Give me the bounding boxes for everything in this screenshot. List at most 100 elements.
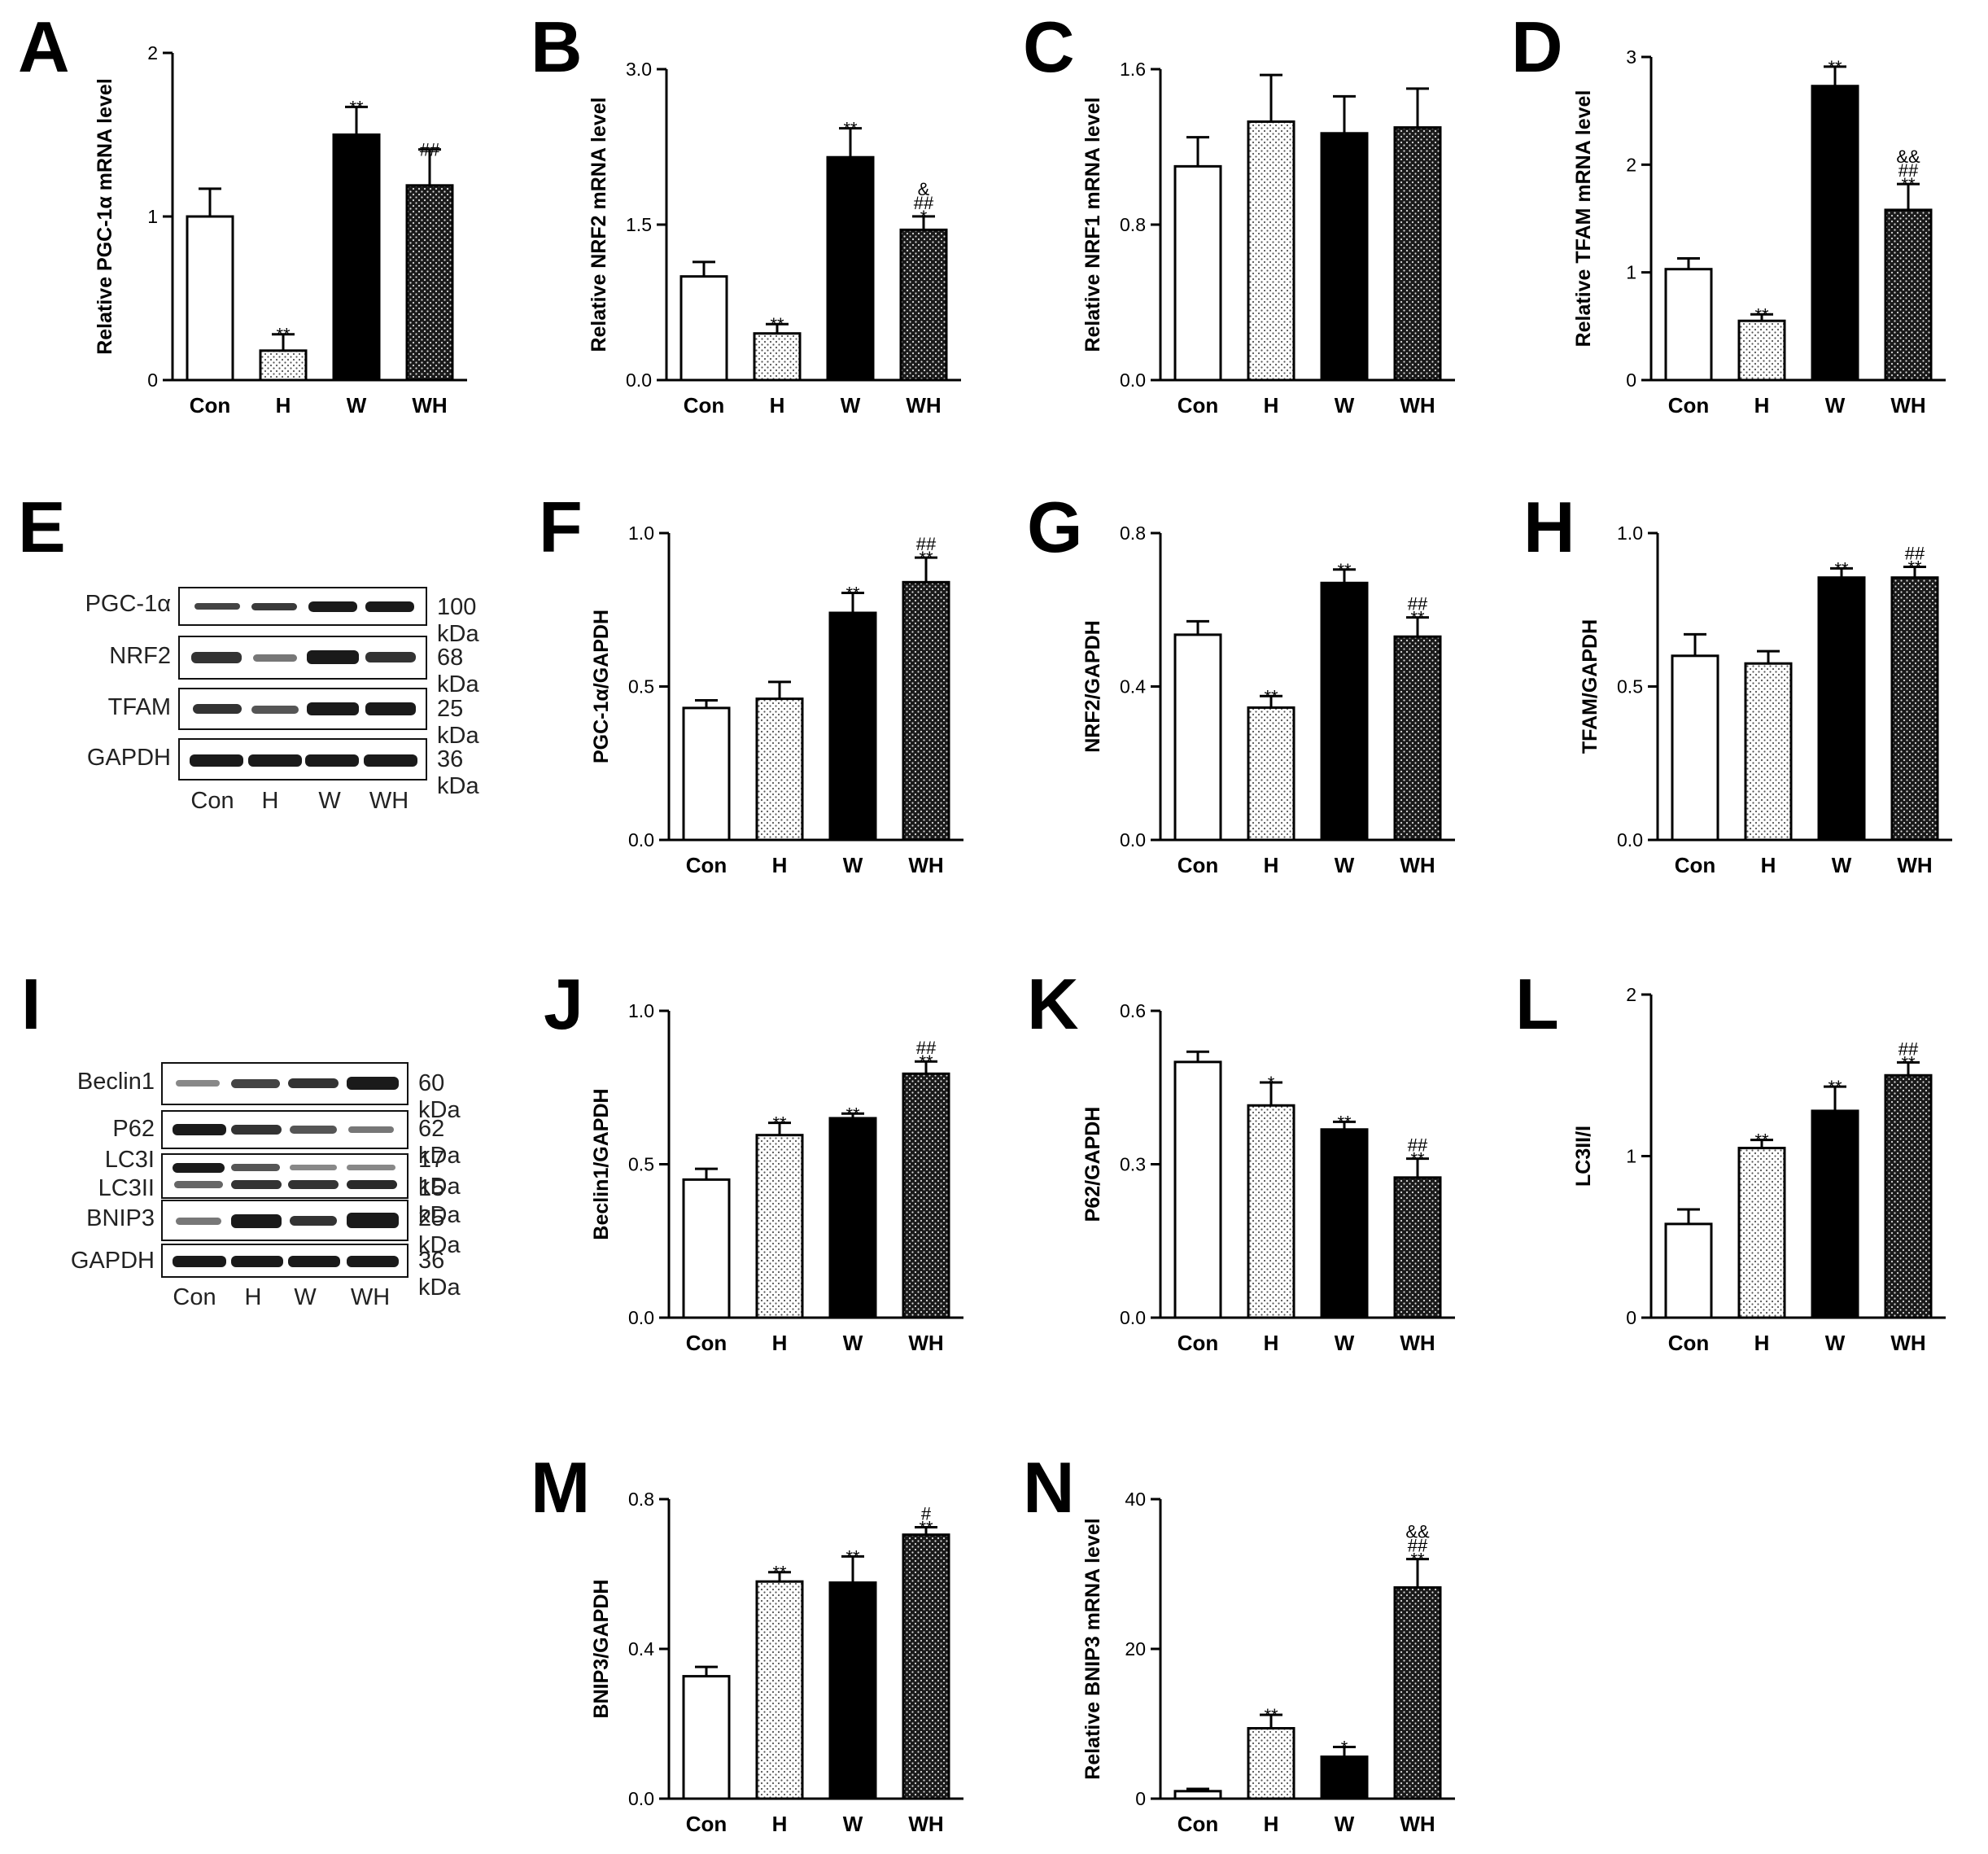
blot-e-strip-pgc1a bbox=[178, 587, 427, 626]
x-tick-label: WH bbox=[1400, 393, 1435, 418]
bar-w bbox=[1320, 132, 1369, 382]
blot-band bbox=[347, 1077, 399, 1090]
blot-i-kda-gapdh: 36 kDa bbox=[418, 1248, 461, 1301]
chart-panel-a: 0 1 2 Relative PGC-1α mRNA level Con H ** W ** WH… bbox=[94, 42, 467, 418]
x-tick-label: W bbox=[1832, 853, 1852, 877]
y-tick-label: 0.8 bbox=[628, 1489, 654, 1510]
bar-h bbox=[1247, 1104, 1295, 1319]
blot-e-label-tfam: TFAM bbox=[107, 694, 171, 720]
bar-wh bbox=[1393, 1586, 1442, 1800]
bar-con bbox=[1671, 654, 1719, 842]
x-tick-label: Con bbox=[686, 1812, 727, 1836]
bar-h bbox=[1247, 1727, 1295, 1800]
x-tick-label: Con bbox=[1668, 393, 1710, 418]
y-tick-label: 0.0 bbox=[1120, 369, 1146, 391]
y-tick-label: 1.6 bbox=[1120, 59, 1146, 80]
y-tick-label: 0.6 bbox=[1120, 1000, 1146, 1021]
y-tick-label: 0.5 bbox=[628, 1154, 654, 1175]
significance-mark: ** bbox=[770, 314, 784, 335]
bar-h bbox=[1247, 706, 1295, 842]
y-tick-label: 0.0 bbox=[628, 1307, 654, 1328]
bar-h bbox=[1744, 662, 1793, 842]
bar-wh bbox=[902, 580, 950, 842]
blot-i-strip-gapdh bbox=[161, 1244, 409, 1278]
bar-w bbox=[826, 155, 875, 382]
blot-band bbox=[231, 1164, 280, 1171]
blot-e-strip-gapdh bbox=[178, 738, 427, 781]
bar-w bbox=[332, 133, 381, 382]
x-tick-label: W bbox=[843, 1331, 863, 1355]
x-tick-label: H bbox=[1264, 853, 1279, 877]
x-tick-label: W bbox=[1825, 393, 1846, 418]
panel-label-l: L bbox=[1515, 964, 1559, 1044]
significance-mark: ** bbox=[845, 584, 860, 604]
y-tick-label: 0.4 bbox=[1120, 676, 1146, 697]
blot-band bbox=[290, 1216, 337, 1226]
blot-band bbox=[251, 706, 299, 714]
bar-w bbox=[828, 1117, 877, 1319]
y-tick-label: 1.0 bbox=[628, 1000, 654, 1021]
significance-mark: ** bbox=[1907, 557, 1922, 577]
significance-mark: ** bbox=[1410, 1149, 1425, 1170]
panel-label-m: M bbox=[531, 1447, 591, 1528]
bar-con bbox=[1173, 1790, 1222, 1800]
significance-mark: ** bbox=[772, 1113, 787, 1134]
panel-label-c: C bbox=[1023, 7, 1075, 87]
bar-wh bbox=[1890, 576, 1939, 842]
blot-band bbox=[365, 601, 414, 612]
panel-label-g: G bbox=[1027, 487, 1083, 567]
significance-mark: ## bbox=[1408, 1536, 1428, 1556]
significance-mark: ** bbox=[845, 1104, 860, 1124]
blot-band bbox=[194, 603, 240, 610]
y-tick-label: 0 bbox=[1135, 1788, 1146, 1809]
significance-mark: ## bbox=[1898, 1039, 1919, 1059]
x-tick-label: WH bbox=[908, 853, 943, 877]
blot-e-kda-nrf2: 68 kDa bbox=[437, 645, 479, 697]
blot-e-label-gapdh: GAPDH bbox=[86, 745, 171, 771]
y-tick-label: 0 bbox=[147, 369, 158, 391]
y-tick-label: 2 bbox=[1626, 154, 1636, 175]
blot-e-strip-tfam bbox=[178, 688, 427, 730]
significance-mark: ** bbox=[1834, 558, 1849, 579]
significance-mark: ** bbox=[1264, 1705, 1278, 1725]
blot-band bbox=[365, 702, 416, 715]
significance-mark: ** bbox=[919, 548, 933, 568]
y-tick-label: 0 bbox=[1626, 369, 1636, 391]
x-tick-label: H bbox=[772, 853, 788, 877]
y-tick-label: 0.0 bbox=[1120, 1307, 1146, 1328]
bar-h bbox=[259, 349, 308, 382]
blot-i-kda-lc3i: 17 kDa bbox=[418, 1147, 461, 1200]
y-axis-label: NRF2/GAPDH bbox=[1081, 620, 1104, 753]
bar-con bbox=[186, 215, 234, 382]
significance-mark: ## bbox=[1905, 543, 1925, 563]
x-tick-label: Con bbox=[1178, 1331, 1219, 1355]
blot-e-lane-w: W bbox=[318, 788, 341, 814]
significance-mark: && bbox=[1896, 146, 1920, 167]
blot-e-kda-tfam: 25 kDa bbox=[437, 696, 479, 749]
blot-band bbox=[347, 1165, 395, 1170]
bar-wh bbox=[405, 184, 454, 382]
blot-e-lane-con: Con bbox=[190, 788, 234, 814]
bar-wh bbox=[1884, 208, 1933, 382]
x-tick-label: Con bbox=[190, 393, 231, 418]
x-tick-label: W bbox=[841, 393, 861, 418]
blot-band bbox=[288, 1180, 339, 1189]
bar-w bbox=[1320, 581, 1369, 842]
x-tick-label: Con bbox=[686, 853, 727, 877]
x-tick-label: WH bbox=[906, 393, 941, 418]
x-tick-label: H bbox=[1761, 853, 1776, 877]
significance-mark: ** bbox=[276, 325, 291, 345]
x-tick-label: H bbox=[772, 1812, 788, 1836]
blot-band bbox=[173, 1124, 226, 1135]
y-axis-label: Beclin1/GAPDH bbox=[590, 1088, 613, 1240]
x-tick-label: Con bbox=[1668, 1331, 1710, 1355]
bar-h bbox=[755, 1580, 804, 1800]
y-tick-label: 1 bbox=[1626, 262, 1636, 283]
x-tick-label: WH bbox=[1890, 393, 1925, 418]
significance-mark: * bbox=[1341, 1738, 1348, 1758]
blot-band bbox=[251, 603, 297, 610]
significance-mark: ** bbox=[919, 1052, 933, 1072]
bar-con bbox=[1173, 633, 1222, 842]
blot-i-kda-lc3ii: 15 kDa bbox=[418, 1175, 461, 1228]
